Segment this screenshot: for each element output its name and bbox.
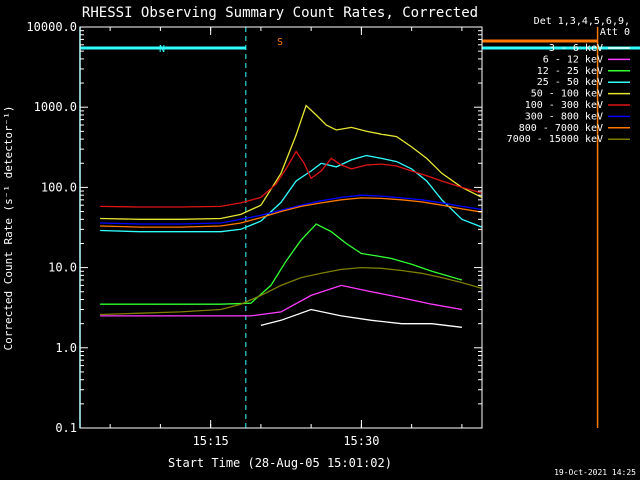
series-line-3	[100, 223, 463, 305]
axes	[79, 26, 483, 429]
series-group	[100, 104, 483, 328]
series-line-9	[100, 266, 483, 316]
y-tick-label: 0.1	[55, 421, 77, 435]
x-tick-label: 15:15	[193, 434, 229, 448]
legend-label: 300 - 800 keV	[525, 111, 603, 122]
legend-label: 800 - 7000 keV	[519, 123, 603, 134]
legend-label: 7000 - 15000 keV	[507, 134, 603, 145]
series-line-6	[100, 150, 483, 208]
y-tick-label: 1.0	[55, 341, 77, 355]
plot-frame	[79, 26, 483, 429]
legend-label: 3 - 6 keV	[549, 43, 603, 54]
series-line-2	[100, 284, 463, 317]
y-tick-label: 10.0	[48, 261, 77, 275]
series-line-5	[100, 104, 483, 220]
x-tick-label: 15:30	[343, 434, 379, 448]
y-tick-label: 1000.0	[34, 100, 77, 114]
y-tick-label: 100.0	[41, 180, 77, 194]
series-line-1	[260, 308, 462, 328]
legend-header-line: Att 0	[600, 27, 630, 38]
series-line-8	[100, 197, 483, 228]
legend-label: 25 - 50 keV	[537, 77, 603, 88]
y-axis-label: Corrected Count Rate (s⁻¹ detector⁻¹)	[2, 105, 15, 350]
series-line-7	[100, 194, 483, 225]
series-line-4	[100, 154, 483, 233]
legend-label: 50 - 100 keV	[531, 89, 603, 100]
footer-timestamp: 19-Oct-2021 14:25	[554, 468, 636, 477]
legend-label: 12 - 25 keV	[537, 66, 603, 77]
tick-labels: 15:15 15:30 0.1 1.0 10.0 100.0 1000.0 10000.0	[26, 20, 379, 448]
night-label: N	[159, 44, 165, 55]
chart-title: RHESSI Observing Summary Count Rates, Co…	[82, 5, 478, 21]
legend-label: 6 - 12 keV	[543, 54, 603, 65]
x-axis-label: Start Time (28-Aug-05 15:01:02)	[168, 456, 392, 470]
legend-header-line: Det 1,3,4,5,6,9,	[534, 16, 630, 27]
legend-label: 100 - 300 keV	[525, 100, 603, 111]
y-tick-label: 10000.0	[26, 20, 77, 34]
saa-label: S	[277, 37, 283, 48]
